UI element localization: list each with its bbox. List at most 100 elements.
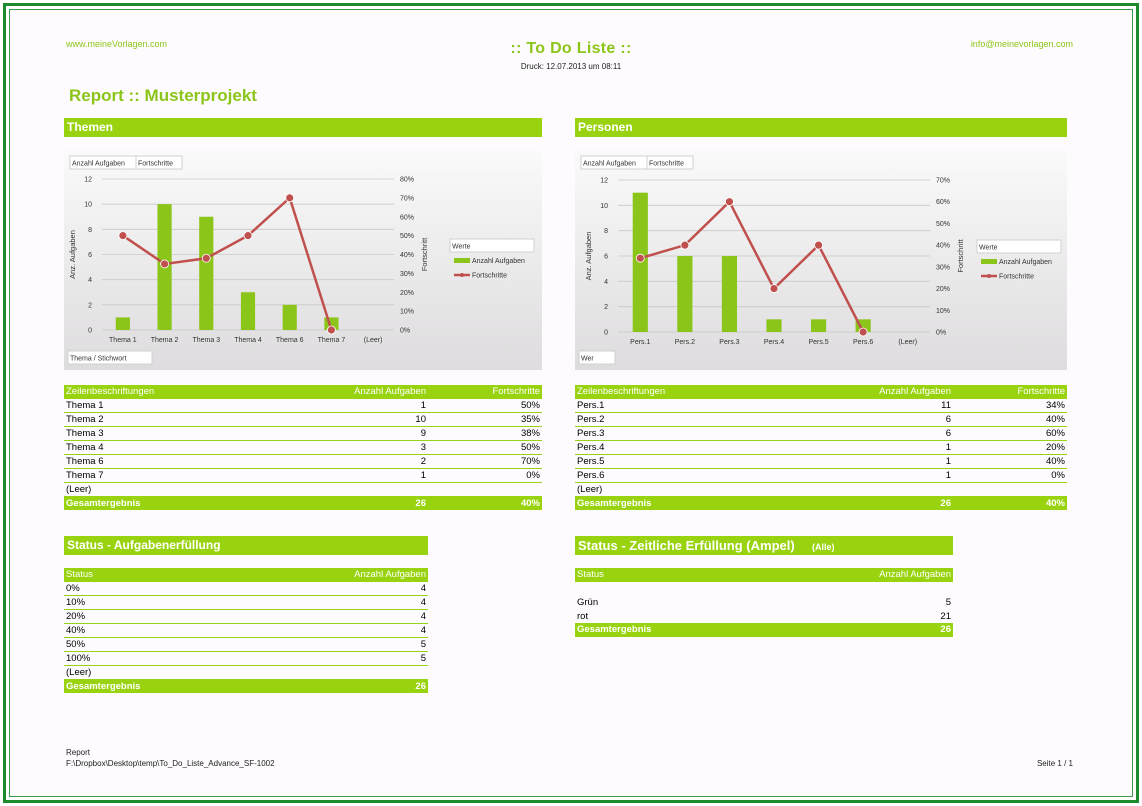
table-row: Grün 5	[575, 596, 953, 610]
progress-point	[635, 253, 645, 263]
total-cell: Gesamtergebnis	[575, 623, 825, 637]
x-tick-label: Pers.6	[853, 339, 873, 346]
table-cell: 2	[294, 454, 428, 469]
y2-tick-label: 10%	[400, 309, 414, 316]
table-cell: Thema 4	[64, 440, 294, 455]
total-cell: 40%	[953, 496, 1067, 511]
table-row: 100% 5	[64, 651, 428, 666]
y2-tick-label: 60%	[400, 214, 414, 221]
column-header: Zeilenbeschriftungen	[575, 385, 815, 399]
table-cell: 40%	[953, 454, 1067, 469]
legend-entry: Fortschritte	[472, 273, 507, 280]
table-row: Pers.4 1 20%	[575, 440, 1067, 455]
table-cell: 60%	[953, 426, 1067, 441]
table-cell: 21	[940, 610, 951, 622]
y2-tick-label: 0%	[400, 328, 410, 335]
themen-combo-chart: Anzahl Aufgaben Fortschritte Thema / Stich…	[67, 155, 535, 365]
y2-tick-label: 70%	[400, 195, 414, 202]
table-cell: (Leer)	[575, 482, 815, 497]
footer-label: Report	[66, 748, 91, 757]
bar	[810, 319, 827, 332]
y-tick-label: 6	[88, 252, 92, 259]
column-header: Zeilenbeschriftungen	[64, 385, 294, 399]
header-email-link[interactable]: info@meinevorlagen.com	[970, 39, 1073, 49]
table-row: 50% 5	[64, 637, 428, 652]
table-cell: 6	[815, 426, 953, 441]
field-button	[135, 155, 183, 170]
progress-point	[243, 231, 253, 241]
axis-field-button	[578, 350, 616, 365]
legend-line-marker	[987, 274, 991, 278]
footer-page-number: Seite 1 / 1	[1036, 759, 1073, 768]
table-cell: Thema 6	[64, 454, 294, 469]
table-cell: 40%	[64, 623, 304, 638]
table-cell: 10%	[64, 595, 304, 610]
progress-point	[725, 197, 734, 207]
table-row: Pers.3 6 60%	[575, 426, 1067, 441]
table-cell	[953, 482, 1067, 497]
table-cell: Thema 1	[64, 398, 294, 413]
progress-point	[118, 231, 128, 241]
table-cell: 0%	[953, 468, 1067, 483]
table-cell: 1	[294, 468, 428, 483]
column-header: Anzahl Aufgaben	[825, 568, 953, 582]
legend-line-marker	[460, 273, 464, 277]
document-title: :: To Do Liste ::	[510, 40, 632, 57]
bar	[199, 216, 214, 330]
column-header: Fortschritte	[953, 385, 1067, 399]
footer-file-path: F:\Dropbox\Desktop\temp\To_Do_Liste_Adva…	[66, 759, 275, 768]
y2-tick-label: 40%	[400, 252, 414, 259]
progress-point	[285, 193, 295, 203]
legend-entry: Fortschritte	[999, 274, 1034, 281]
y2-tick-label: 20%	[936, 286, 950, 293]
table-cell: 20%	[64, 609, 304, 624]
table-cell: 5	[945, 597, 951, 609]
y-tick-label: 8	[604, 228, 608, 235]
table-cell: 4	[304, 595, 428, 610]
y-axis-title: Anz. Aufgaben	[584, 232, 593, 281]
table-cell: 1	[815, 454, 953, 469]
table-row: Pers.5 1 40%	[575, 454, 1067, 469]
field-button-label: Anzahl Aufgaben	[583, 161, 636, 168]
table-row: (Leer)	[575, 482, 1067, 497]
progress-line	[122, 195, 333, 331]
bar	[115, 317, 130, 330]
table-row: 10% 4	[64, 595, 428, 610]
total-cell: 26	[294, 496, 428, 511]
table-cell: 11	[815, 398, 953, 413]
x-tick-label: Thema 2	[151, 337, 179, 344]
table-cell: 100%	[64, 651, 304, 666]
table-cell: 9	[294, 426, 428, 441]
column-header: Anzahl Aufgaben	[294, 385, 428, 399]
section-themen-header: Themen	[64, 118, 542, 137]
table-row: Pers.6 1 0%	[575, 468, 1067, 483]
progress-line	[639, 199, 865, 333]
column-header: Fortschritte	[428, 385, 542, 399]
total-cell: Gesamtergebnis	[575, 496, 815, 511]
table-cell: 50%	[428, 440, 542, 455]
total-cell: Gesamtergebnis	[64, 496, 294, 511]
spacer-row	[575, 582, 953, 596]
personen-chart-panel: Anzahl Aufgaben Fortschritte Wer 0 2 4 6 8 10 12 0…	[575, 150, 1067, 370]
table-cell: 6	[815, 412, 953, 427]
total-cell: 26	[304, 679, 428, 694]
x-tick-label: Pers.5	[808, 339, 828, 346]
y-tick-label: 2	[88, 302, 92, 309]
table-cell: 70%	[428, 454, 542, 469]
progress-point	[769, 284, 779, 293]
field-button-label: Fortschritte	[138, 161, 173, 168]
table-row: Pers.2 6 40%	[575, 412, 1067, 427]
y2-tick-label: 20%	[400, 290, 414, 297]
x-tick-label: Thema 1	[109, 337, 137, 344]
header-website-link[interactable]: www.meineVorlagen.com	[66, 39, 168, 49]
x-tick-label: Pers.3	[719, 339, 739, 346]
bar	[677, 256, 693, 332]
y-axis-title: Anz. Aufgaben	[68, 230, 77, 279]
table-cell: Pers.1	[575, 398, 815, 413]
progress-point	[201, 253, 211, 263]
status-zeit-filter[interactable]: (Alle)	[812, 542, 835, 552]
table-cell: 38%	[428, 426, 542, 441]
axis-field-button-label: Thema / Stichwort	[70, 356, 126, 363]
section-personen-header: Personen	[575, 118, 1067, 137]
table-row: 20% 4	[64, 609, 428, 624]
